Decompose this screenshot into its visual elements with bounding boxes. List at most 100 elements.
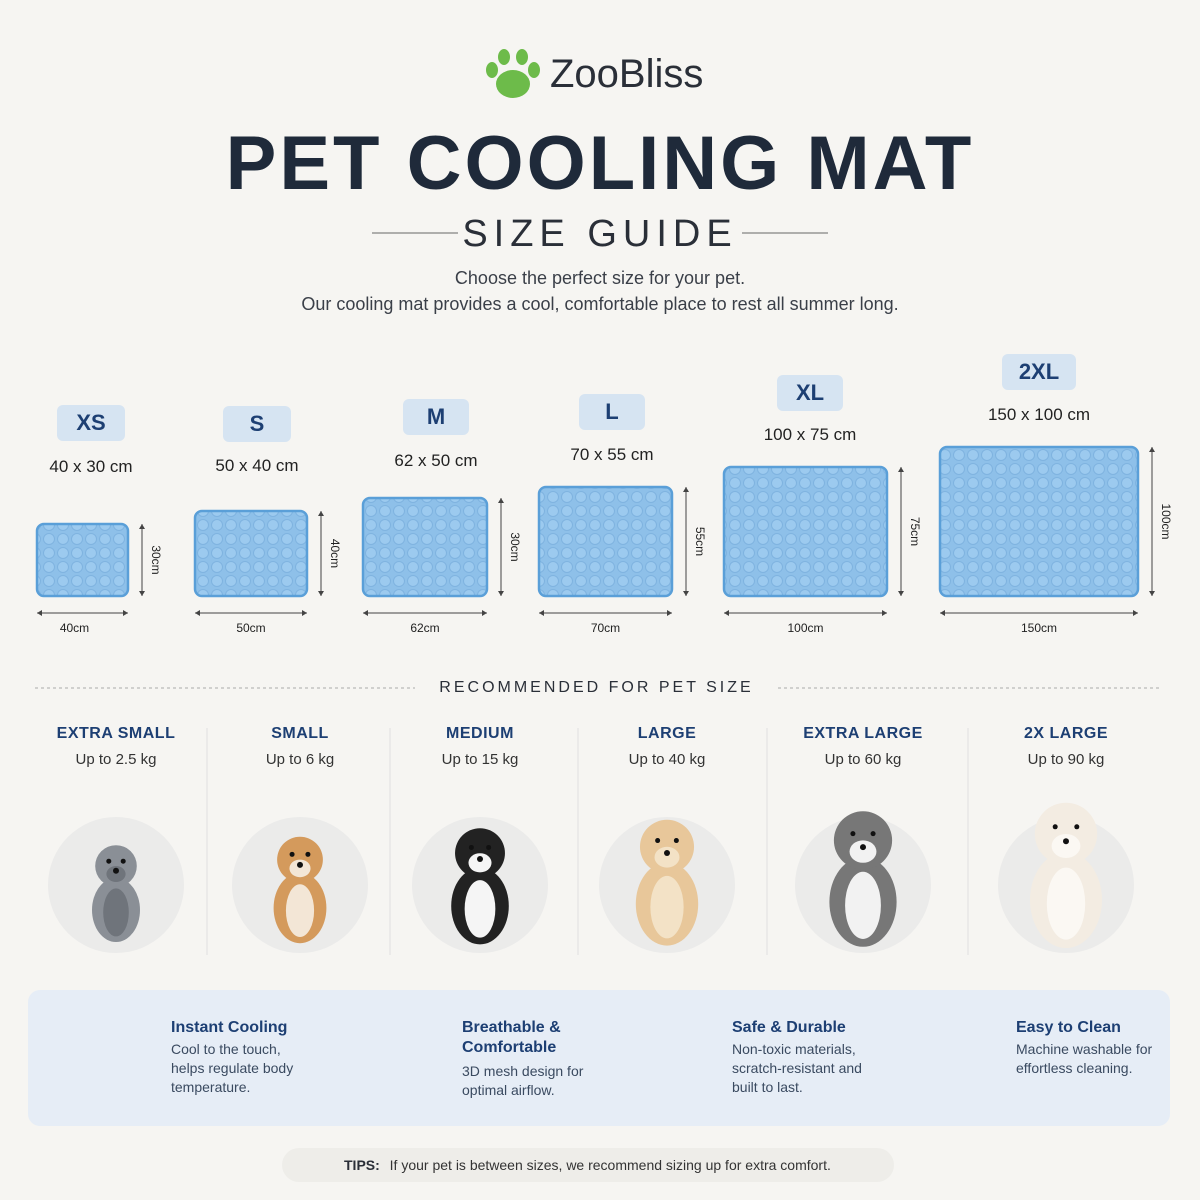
feature-title: Instant Cooling (171, 1019, 288, 1036)
width-label: 50cm (236, 621, 265, 635)
pet-size-name: 2X LARGE (1023, 725, 1108, 742)
pet-illustration (412, 817, 548, 953)
pet-nose (664, 850, 670, 857)
pet-nose (1063, 838, 1069, 845)
pet-weight: Up to 6 kg (265, 751, 335, 768)
size-dimensions: 40 x 30 cm (49, 457, 133, 476)
pet-illustration (998, 802, 1134, 953)
feature-title: Easy to Clean (1016, 1019, 1121, 1036)
size-badge: 2XL (1002, 354, 1076, 390)
pet-chest (1046, 867, 1086, 940)
pet-chest (845, 871, 881, 939)
pet-nose (297, 861, 303, 868)
pet-weight: Up to 2.5 kg (75, 751, 157, 768)
pet-eye (486, 844, 492, 850)
cooling-mat (938, 445, 1140, 598)
pet-muzzle (106, 866, 126, 882)
pet-chest (650, 875, 684, 939)
size-dimensions: 70 x 55 cm (570, 445, 654, 464)
pet-size-name: SMALL (271, 725, 329, 742)
width-label: 150cm (1021, 621, 1057, 635)
pet-head (277, 836, 323, 883)
cooling-mat (361, 496, 489, 598)
pet-eye (655, 838, 661, 844)
cooling-mat (537, 485, 674, 598)
height-label: 75cm (908, 517, 922, 546)
pet-illustration (48, 817, 184, 953)
width-label: 62cm (410, 621, 439, 635)
features-panel (28, 990, 1170, 1126)
height-label: 100cm (1159, 503, 1173, 539)
pet-eye (305, 851, 311, 857)
size-badge: XS (57, 405, 125, 441)
height-label: 40cm (328, 539, 342, 568)
size-badge: M (403, 399, 469, 435)
pet-chest (464, 880, 496, 938)
pet-muzzle (468, 853, 492, 873)
size-dimensions: 62 x 50 cm (394, 451, 478, 470)
feature-title: Safe & Durable (732, 1019, 846, 1036)
pet-weight: Up to 40 kg (628, 751, 706, 768)
pet-eye (289, 851, 295, 857)
pet-chest (285, 884, 315, 938)
size-dimensions: 150 x 100 cm (987, 405, 1091, 424)
pet-eye (1052, 824, 1058, 830)
pet-head (455, 828, 505, 879)
subtitle: SIZE GUIDE (462, 213, 738, 255)
pet-weight: Up to 60 kg (824, 751, 902, 768)
cooling-mat (193, 509, 309, 598)
pet-eye (673, 838, 679, 844)
width-label: 40cm (60, 621, 89, 635)
tips-text: If your pet is between sizes, we recomme… (389, 1157, 831, 1173)
pet-eye (120, 858, 126, 864)
pet-muzzle (849, 840, 877, 863)
pet-nose (860, 844, 866, 851)
tips-label: TIPS: (344, 1157, 380, 1173)
size-badge: XL (777, 375, 843, 411)
width-label: 70cm (591, 621, 620, 635)
pet-eye (468, 844, 474, 850)
pet-illustration (232, 817, 368, 953)
pet-muzzle (654, 846, 680, 868)
size-badge: L (579, 394, 645, 430)
cooling-mat (35, 522, 130, 598)
pet-size-name: EXTRA LARGE (803, 725, 923, 742)
height-label: 55cm (693, 527, 707, 556)
width-label: 100cm (787, 621, 823, 635)
size-badge: S (223, 406, 291, 442)
height-label: 30cm (149, 545, 163, 574)
tips-bar: TIPS: If your pet is between sizes, we r… (282, 1148, 894, 1182)
pet-eye (106, 858, 112, 864)
pet-eye (1074, 824, 1080, 830)
pet-illustration (795, 811, 931, 953)
feature-text: Non-toxic materials, scratch-resistant a… (732, 1041, 862, 1095)
pet-nose (113, 867, 119, 874)
section-heading: RECOMMENDED FOR PET SIZE (439, 679, 754, 696)
paw-logo (486, 49, 540, 98)
feature-title: Breathable & Comfortable (462, 1019, 561, 1056)
feature-text: 3D mesh design for optimal airflow. (462, 1063, 584, 1098)
brand: ZooBliss (550, 52, 704, 96)
title: PET COOLING MAT (225, 121, 975, 206)
size-dimensions: 100 x 75 cm (763, 425, 857, 444)
pet-size-name: LARGE (637, 725, 697, 742)
pet-chest (103, 888, 129, 937)
pet-weight: Up to 15 kg (441, 751, 519, 768)
intro-line: Choose the perfect size for your pet. (454, 268, 746, 288)
size-dimensions: 50 x 40 cm (215, 456, 299, 475)
pet-muzzle (289, 859, 311, 878)
cooling-mat (722, 465, 889, 598)
pet-eye (870, 831, 876, 837)
intro-line: Our cooling mat provides a cool, comfort… (301, 294, 899, 314)
feature-text: Cool to the touch, helps regulate body t… (171, 1041, 294, 1095)
pet-weight: Up to 90 kg (1027, 751, 1105, 768)
pet-size-name: EXTRA SMALL (56, 725, 176, 742)
pet-eye (850, 831, 856, 837)
height-label: 30cm (508, 532, 522, 561)
pet-size-name: MEDIUM (446, 725, 514, 742)
pet-nose (477, 855, 483, 862)
pet-head (95, 845, 137, 887)
pet-muzzle (1051, 834, 1081, 858)
